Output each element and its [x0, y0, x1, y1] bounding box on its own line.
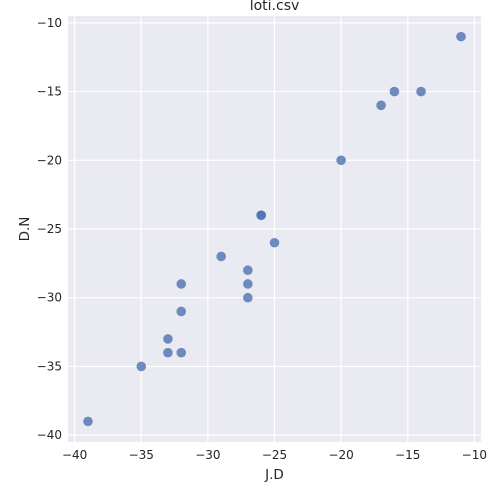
scatter-point	[456, 31, 466, 42]
chart-title: loti.csv	[250, 0, 300, 14]
y-tick-label: −20	[37, 153, 62, 167]
scatter-point	[243, 292, 253, 303]
y-tick-label: −25	[37, 222, 62, 236]
x-tick-label: −15	[395, 448, 420, 462]
y-tick-labels: −40 −35 −30 −25 −20 −15 −10	[37, 16, 62, 442]
x-tick-label: −20	[328, 448, 353, 462]
y-tick-label: −35	[37, 359, 62, 373]
y-tick-label: −30	[37, 291, 62, 305]
x-tick-label: −40	[62, 448, 87, 462]
scatter-point	[163, 334, 173, 344]
scatter-point	[389, 86, 400, 97]
y-tick-label: −15	[37, 85, 62, 99]
scatter-point	[256, 210, 266, 221]
scatter-point	[136, 361, 147, 372]
x-tick-label: −35	[129, 448, 154, 462]
scatter-point	[243, 265, 253, 276]
x-tick-label: −30	[195, 448, 220, 462]
scatter-point	[83, 416, 93, 427]
scatter-point	[416, 86, 426, 97]
x-tick-label: −10	[462, 448, 487, 462]
scatter-point	[176, 306, 187, 317]
scatter-point	[176, 279, 187, 289]
scatter-point	[163, 347, 173, 358]
y-axis-label: D.N	[17, 217, 33, 242]
scatter-point	[176, 347, 187, 358]
x-axis-label: J.D	[264, 467, 284, 483]
y-tick-label: −40	[37, 428, 62, 442]
scatter-point	[336, 155, 346, 166]
x-tick-label: −25	[262, 448, 287, 462]
x-tick-labels: −40 −35 −30 −25 −20 −15 −10	[62, 448, 487, 462]
scatter-point	[269, 237, 280, 248]
scatter-point	[216, 251, 227, 262]
data-points	[83, 31, 466, 427]
y-tick-label: −10	[37, 16, 62, 30]
scatter-point	[376, 100, 386, 111]
scatter-point	[243, 279, 253, 289]
